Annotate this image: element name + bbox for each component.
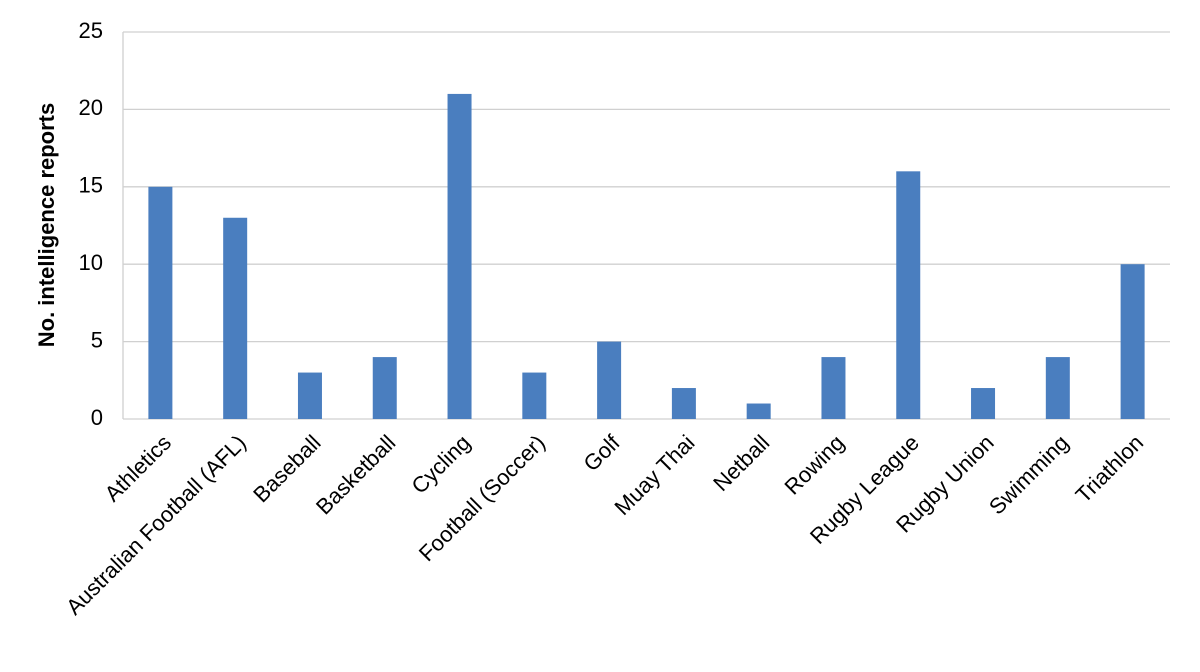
bar — [821, 357, 846, 419]
bar — [522, 372, 547, 419]
x-tick-label: Basketball — [311, 430, 400, 519]
x-tick-label: Baseball — [248, 430, 325, 507]
bar — [297, 372, 322, 419]
bar — [1045, 357, 1070, 419]
x-tick-label: Muay Thai — [610, 430, 700, 520]
y-tick-label: 15 — [79, 173, 103, 198]
x-tick-label: Cycling — [406, 430, 475, 499]
bar — [597, 341, 622, 419]
bar — [223, 217, 248, 419]
bar — [148, 186, 173, 419]
x-tick-label: Athletics — [100, 430, 176, 506]
bar — [671, 388, 696, 419]
bar — [1120, 264, 1145, 419]
y-tick-label: 5 — [91, 327, 103, 352]
x-tick-label: Swimming — [984, 430, 1073, 519]
bar — [746, 403, 771, 419]
y-tick-label: 20 — [79, 95, 103, 120]
x-tick-label: Triathlon — [1071, 430, 1149, 508]
x-tick-label: Rowing — [780, 430, 850, 500]
y-tick-label: 0 — [91, 405, 103, 430]
bar — [896, 171, 921, 419]
y-tick-label: 25 — [79, 18, 103, 43]
x-tick-label: Football (Soccer) — [414, 430, 550, 566]
y-axis-label: No. intelligence reports — [34, 103, 59, 348]
x-tick-label: Netball — [708, 430, 774, 496]
bar — [971, 388, 996, 419]
bar — [372, 357, 397, 419]
y-tick-label: 10 — [79, 250, 103, 275]
x-tick-label: Golf — [579, 429, 626, 476]
bar — [447, 93, 472, 420]
